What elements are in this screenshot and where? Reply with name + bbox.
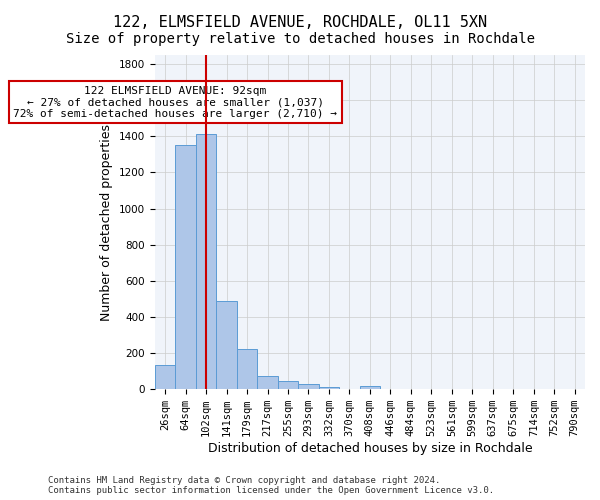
- Bar: [359, 386, 380, 389]
- Bar: [196, 134, 217, 389]
- Bar: [319, 387, 339, 389]
- Bar: [217, 300, 237, 389]
- Text: Contains HM Land Registry data © Crown copyright and database right 2024.
Contai: Contains HM Land Registry data © Crown c…: [48, 476, 494, 495]
- X-axis label: Distribution of detached houses by size in Rochdale: Distribution of detached houses by size …: [208, 442, 532, 455]
- Y-axis label: Number of detached properties: Number of detached properties: [100, 124, 113, 320]
- Text: 122 ELMSFIELD AVENUE: 92sqm
← 27% of detached houses are smaller (1,037)
72% of : 122 ELMSFIELD AVENUE: 92sqm ← 27% of det…: [13, 86, 337, 119]
- Bar: [298, 384, 319, 389]
- Text: Size of property relative to detached houses in Rochdale: Size of property relative to detached ho…: [65, 32, 535, 46]
- Bar: [278, 381, 298, 389]
- Bar: [175, 146, 196, 389]
- Bar: [155, 365, 175, 389]
- Text: 122, ELMSFIELD AVENUE, ROCHDALE, OL11 5XN: 122, ELMSFIELD AVENUE, ROCHDALE, OL11 5X…: [113, 15, 487, 30]
- Bar: [257, 376, 278, 389]
- Bar: [237, 348, 257, 389]
